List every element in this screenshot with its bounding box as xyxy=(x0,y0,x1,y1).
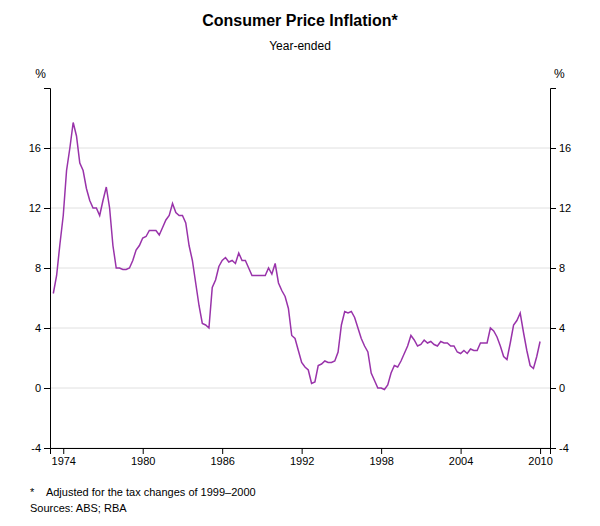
tick-mark xyxy=(44,328,50,329)
tick-mark xyxy=(44,388,50,389)
tick-label: 16 xyxy=(559,142,571,154)
grid-line xyxy=(50,328,550,329)
subtitle: Year-ended xyxy=(269,39,331,53)
tick-label: 2004 xyxy=(449,455,473,467)
tick-label: -4 xyxy=(31,442,41,454)
x-axis: 1974 1980 1986 1992 1998 2004 2010 xyxy=(51,448,553,467)
tick-label: -4 xyxy=(559,442,569,454)
tick: 1998 xyxy=(369,448,393,467)
line xyxy=(53,123,540,390)
tick-label: 1980 xyxy=(131,455,155,467)
tick-label: 1992 xyxy=(290,455,314,467)
grid-line xyxy=(50,148,550,149)
tick-label: 4 xyxy=(559,322,565,334)
tick: -4 xyxy=(31,442,50,454)
tick-mark xyxy=(550,268,556,269)
chart: 1974 1980 1986 1992 1998 2004 2010 -4 0 4 8 12 16 -4 0… xyxy=(0,0,600,526)
tick-label: 4 xyxy=(35,322,41,334)
tick-mark xyxy=(550,148,556,149)
tick: 1980 xyxy=(131,448,155,467)
tick-mark xyxy=(302,448,303,454)
tick-label: 16 xyxy=(29,142,41,154)
tick-label: 1974 xyxy=(52,455,76,467)
footnote: Sources: ABS; RBA xyxy=(30,502,127,514)
tick-mark xyxy=(550,208,556,209)
tick-mark xyxy=(381,448,382,454)
tick: 12 xyxy=(29,202,50,214)
tick: 0 xyxy=(550,382,565,394)
tick-mark xyxy=(550,328,556,329)
tick: 4 xyxy=(35,322,50,334)
tick-label: 2010 xyxy=(528,455,552,467)
tick-mark xyxy=(550,448,556,449)
y-axis: -4 0 4 8 12 16 xyxy=(29,89,51,455)
tick-label: 8 xyxy=(559,262,565,274)
tick-mark xyxy=(44,448,50,449)
tick-mark xyxy=(550,388,556,389)
tick: 16 xyxy=(29,142,50,154)
y2-axis-label: % xyxy=(554,67,565,81)
series xyxy=(53,123,540,390)
tick-mark xyxy=(63,448,64,454)
tick-label: 12 xyxy=(29,202,41,214)
tick-label: 0 xyxy=(35,382,41,394)
tick: 12 xyxy=(550,202,571,214)
annotations: * Adjusted for the tax changes of 1999–2… xyxy=(30,486,256,514)
tick: 4 xyxy=(550,322,565,334)
tick: 8 xyxy=(35,262,50,274)
y2-axis: -4 0 4 8 12 16 xyxy=(550,89,571,455)
tick-mark xyxy=(44,268,50,269)
tick-label: 8 xyxy=(35,262,41,274)
tick-mark xyxy=(461,448,462,454)
tick: 1986 xyxy=(210,448,234,467)
tick: 16 xyxy=(550,142,571,154)
tick: 8 xyxy=(550,262,565,274)
tick-mark xyxy=(222,448,223,454)
footnote: * Adjusted for the tax changes of 1999–2… xyxy=(30,486,256,498)
tick: 2004 xyxy=(449,448,473,467)
tick: 1974 xyxy=(52,448,76,467)
tick: -4 xyxy=(550,442,569,454)
axis-line xyxy=(51,449,551,455)
tick: 2010 xyxy=(528,448,552,467)
tick-mark xyxy=(540,448,541,454)
axis-line xyxy=(551,89,557,449)
y-axis-label: % xyxy=(35,67,46,81)
grid-line xyxy=(50,388,550,389)
tick-label: 12 xyxy=(559,202,571,214)
axis-line xyxy=(44,89,51,449)
grid xyxy=(50,148,550,448)
tick-label: 1998 xyxy=(369,455,393,467)
tick-mark xyxy=(44,208,50,209)
grid-line xyxy=(50,208,550,209)
tick-label: 0 xyxy=(559,382,565,394)
plot-area: 1974 1980 1986 1992 1998 2004 2010 -4 0 4 8 12 16 -4 0… xyxy=(29,89,572,467)
tick-label: 1986 xyxy=(210,455,234,467)
tick: 0 xyxy=(35,382,50,394)
grid-line xyxy=(50,268,550,269)
tick-mark xyxy=(143,448,144,454)
title: Consumer Price Inflation* xyxy=(202,12,398,29)
tick-mark xyxy=(44,148,50,149)
tick: 1992 xyxy=(290,448,314,467)
